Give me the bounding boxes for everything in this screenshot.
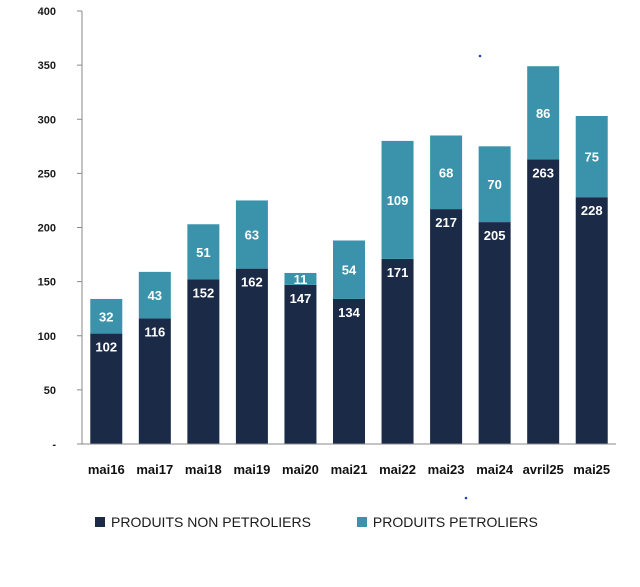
- legend: PRODUITS NON PETROLIERS PRODUITS PETROLI…: [95, 514, 584, 530]
- y-axis: - 50 100 150 200 250 300 350 400: [38, 6, 83, 451]
- data-label: 75: [584, 150, 598, 165]
- data-label: 134: [338, 305, 360, 320]
- bar-segment: [430, 135, 463, 210]
- bar-segment: [575, 197, 608, 444]
- data-label: 86: [536, 106, 550, 121]
- data-label: 51: [196, 245, 210, 260]
- data-label: 217: [435, 215, 457, 230]
- data-label: 116: [144, 324, 165, 339]
- data-label: 171: [387, 265, 409, 280]
- y-tick-label: 150: [38, 277, 56, 289]
- stacked-bar-chart: - 50 100 150 200 250 300 350 400 102 32 116 43 152 51…: [38, 6, 616, 500]
- data-label: 147: [290, 291, 312, 306]
- bar-segment: [187, 224, 220, 280]
- data-label: 228: [581, 203, 603, 218]
- data-label: 205: [484, 228, 506, 243]
- bar-segment: [527, 66, 560, 160]
- x-tick-label: mai23: [428, 462, 465, 477]
- x-tick-label: mai21: [331, 462, 368, 477]
- x-tick-label: mai20: [282, 462, 319, 477]
- legend-label: PRODUITS PETROLIERS: [372, 514, 538, 530]
- bar-segment: [187, 279, 220, 444]
- bar-segment: [575, 116, 608, 198]
- stray-dot: [464, 496, 468, 500]
- legend-swatch: [356, 517, 367, 527]
- data-label: 43: [148, 288, 162, 303]
- data-label: 68: [439, 165, 453, 180]
- bar-segment: [478, 146, 511, 223]
- bar-segment: [284, 284, 317, 444]
- x-axis: mai16 mai17 mai18 mai19 mai20 mai21 mai22 mai23…: [82, 443, 616, 477]
- x-tick-label: mai18: [185, 462, 222, 477]
- x-tick-label: mai19: [233, 462, 270, 477]
- y-tick-label: 100: [38, 331, 56, 343]
- data-label: 162: [241, 275, 263, 290]
- bar-segment: [90, 298, 123, 334]
- bar-segment: [138, 318, 171, 444]
- x-tick-label: mai25: [573, 462, 610, 477]
- x-tick-label: mai17: [136, 462, 173, 477]
- bar-segment: [478, 222, 511, 444]
- y-tick-label: 50: [44, 385, 56, 397]
- y-tick-label: 400: [38, 6, 56, 18]
- bar-segment: [235, 268, 268, 444]
- bar-segment: [138, 271, 171, 319]
- data-label: 152: [193, 285, 215, 300]
- y-tick-label: 200: [38, 223, 56, 235]
- bar-segment: [381, 140, 414, 259]
- legend-item-petroliers: PRODUITS PETROLIERS: [356, 514, 538, 530]
- x-tick-label: mai24: [476, 462, 514, 477]
- bars: 102 32 116 43 152 51 162 63 147 11 134 54 171 109 217 6…: [90, 66, 608, 445]
- stray-dot: [478, 54, 482, 58]
- bar-segment: [527, 159, 560, 445]
- bar-segment: [235, 200, 268, 269]
- data-label: 63: [245, 228, 259, 243]
- x-tick-label: mai16: [88, 462, 125, 477]
- data-label: 54: [342, 263, 357, 278]
- legend-item-non-petroliers: PRODUITS NON PETROLIERS: [95, 514, 311, 530]
- x-tick-label: avril25: [523, 462, 564, 477]
- legend-label: PRODUITS NON PETROLIERS: [111, 514, 311, 530]
- y-tick-label: 350: [38, 60, 56, 72]
- data-label: 109: [387, 193, 409, 208]
- y-tick-label: 250: [38, 168, 56, 180]
- bar-segment: [284, 272, 317, 285]
- bar-segment: [333, 298, 365, 444]
- bar-segment: [90, 333, 123, 444]
- bar-segment: [333, 240, 365, 299]
- legend-swatch: [95, 517, 105, 527]
- data-label: 102: [95, 340, 117, 355]
- data-label: 32: [99, 309, 113, 324]
- y-tick-label: -: [52, 439, 56, 451]
- data-label: 70: [487, 177, 501, 192]
- y-tick-label: 300: [38, 114, 56, 126]
- bar-segment: [381, 258, 414, 444]
- data-label: 263: [532, 165, 554, 180]
- bar-segment: [430, 209, 463, 444]
- data-label: 11: [294, 272, 308, 287]
- x-tick-label: mai22: [379, 462, 416, 477]
